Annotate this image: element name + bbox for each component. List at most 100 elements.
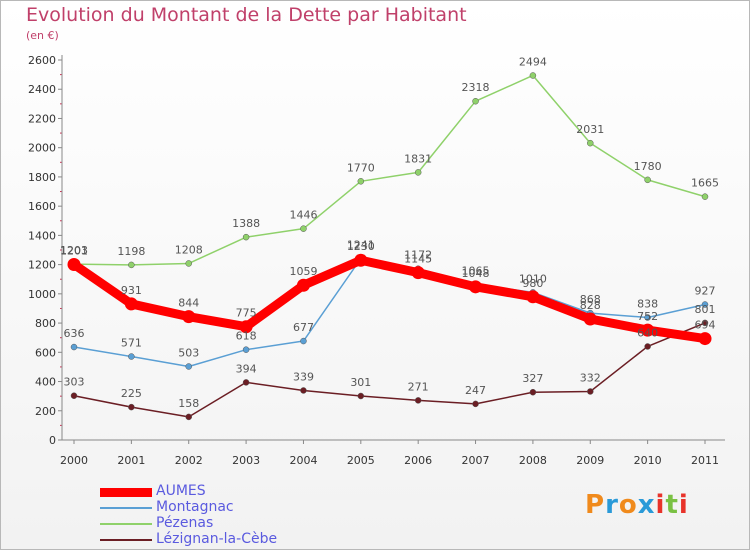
x-tick-label: 2006 [404,454,432,467]
data-label-lezignan-la-cebe: 327 [522,372,543,385]
y-axis-ticks: 0 200 400 600 800 1000 1200 1400 1600 1800 2000 220… [28,54,62,447]
y-tick-label: 1200 [28,259,56,272]
y-tick-label: 1400 [28,229,56,242]
data-point-montagnac [185,363,192,370]
data-label-montagnac: 927 [695,285,716,298]
data-label-montagnac: 1241 [347,239,375,252]
chart-subtitle: (en €) [26,29,59,42]
data-point-lezignan-la-cebe [472,400,479,408]
legend-label: Lézignan-la-Cèbe [156,531,278,547]
data-label-montagnac: 677 [293,321,314,334]
data-label-lezignan-la-cebe: 247 [465,384,486,397]
x-tick-label: 2009 [576,454,604,467]
logo-letter: x [637,490,656,520]
data-point-montagnac [701,301,709,308]
data-point-aumes [67,257,81,271]
data-point-aumes [124,297,138,311]
data-label-pezenas: 1831 [404,152,432,165]
data-point-pezenas [357,178,365,185]
data-point-montagnac [128,353,135,360]
data-point-montagnac [242,346,250,353]
x-tick-label: 2005 [347,454,375,467]
data-label-montagnac: 1065 [462,264,490,277]
data-labels: 1203 1198 1208 1388 1446 1770 1831 2318 2494 2031… [60,55,719,409]
data-point-lezignan-la-cebe [587,388,594,395]
data-label-montagnac: 571 [121,337,142,350]
logo-letter: P [585,490,606,520]
data-point-aumes [526,290,540,304]
data-label-lezignan-la-cebe: 332 [580,371,601,384]
data-label-lezignan-la-cebe: 801 [695,303,716,316]
data-point-lezignan-la-cebe [185,413,192,421]
data-label-lezignan-la-cebe: 303 [64,376,85,389]
data-label-montagnac: 503 [178,346,199,359]
x-tick-label: 2002 [175,454,203,467]
data-label-pezenas: 1198 [117,245,145,258]
series-line-lezignan-la-cebe [73,322,706,418]
data-point-aumes [469,280,483,294]
x-tick-label: 2001 [117,454,145,467]
data-point-aumes [583,312,597,326]
data-label-aumes: 1059 [289,265,317,278]
data-label-lezignan-la-cebe: 271 [408,380,429,393]
data-label-aumes: 1230 [347,240,375,253]
data-label-pezenas: 1388 [232,217,260,230]
data-label-lezignan-la-cebe: 225 [121,387,142,400]
x-tick-label: 2000 [60,454,88,467]
y-tick-label: 2000 [28,142,56,155]
chart-title: Evolution du Montant de la Dette par Hab… [26,4,467,26]
data-point-pezenas [128,261,135,269]
legend-label: Pézenas [156,515,214,531]
data-label-montagnac: 1172 [404,249,432,262]
data-label-montagnac: 618 [236,330,257,343]
legend-label: AUMES [156,483,206,499]
data-label-aumes: 694 [695,319,716,332]
data-point-lezignan-la-cebe [300,387,307,394]
data-point-pezenas [644,176,651,184]
y-tick-label: 2200 [28,112,56,125]
data-label-montagnac: 636 [64,327,85,340]
logo-letter: i [655,490,666,520]
data-point-lezignan-la-cebe [414,397,422,404]
data-point-aumes [182,310,196,324]
data-point-montagnac [644,314,651,321]
data-label-aumes: 775 [236,307,257,320]
x-tick-label: 2007 [462,454,490,467]
data-point-montagnac [300,337,307,345]
data-label-aumes: 1048 [462,267,490,280]
data-label-lezignan-la-cebe: 158 [178,397,199,410]
data-point-aumes [641,323,655,337]
data-label-pezenas: 2031 [576,123,604,136]
y-tick-label: 2600 [28,54,56,67]
data-point-aumes [296,278,310,292]
series-line-aumes [69,255,710,344]
x-tick-label: 2003 [232,454,260,467]
data-point-aumes [239,320,253,334]
proxiti-logo: Proxiti [585,490,689,520]
data-label-pezenas: 1446 [289,209,317,222]
y-tick-label: 600 [35,346,56,359]
x-axis-ticks: 2000 2001 2002 2003 2004 2005 2006 2007 2008 2009… [60,440,719,467]
y-tick-label: 2400 [28,83,56,96]
y-tick-label: 0 [49,434,56,447]
x-tick-label: 2010 [634,454,662,467]
data-label-montagnac: 1010 [519,272,547,285]
data-label-lezignan-la-cebe: 640 [637,326,658,339]
data-point-lezignan-la-cebe [701,319,709,327]
data-label-pezenas: 1770 [347,161,375,174]
data-label-lezignan-la-cebe: 339 [293,370,314,383]
data-point-lezignan-la-cebe [529,388,537,396]
data-label-pezenas: 1203 [60,244,88,257]
logo-letter: r [605,490,619,520]
y-tick-label: 1800 [28,171,56,184]
data-label-aumes: 752 [637,310,658,323]
data-label-lezignan-la-cebe: 394 [236,362,257,375]
data-label-aumes: 1201 [60,244,88,257]
data-point-lezignan-la-cebe [644,343,651,350]
data-point-pezenas [242,233,250,241]
legend-swatch [100,523,152,525]
data-label-pezenas: 1780 [634,160,662,173]
x-tick-label: 2008 [519,454,547,467]
